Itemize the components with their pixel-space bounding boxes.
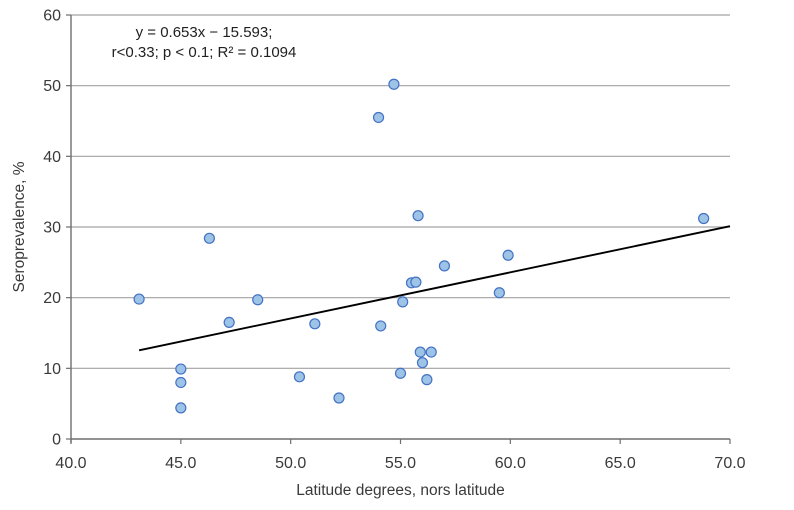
y-tick-label: 60 (43, 8, 61, 25)
scatter-point (438, 260, 451, 272)
scatter-point (414, 346, 426, 358)
scatter-point (175, 376, 187, 389)
regression-equation: y = 0.653x − 15.593; (135, 24, 273, 41)
y-tick-label: 50 (43, 78, 61, 95)
scatter-point (412, 210, 424, 222)
x-tick-label: 40.0 (55, 455, 86, 472)
y-tick-label: 30 (43, 220, 61, 237)
x-tick-label: 45.0 (165, 455, 196, 472)
scatter-point (372, 111, 385, 124)
scatter-point (698, 212, 710, 225)
scatter-point (421, 374, 433, 386)
x-tick-label: 70.0 (714, 455, 745, 472)
scatter-point (425, 346, 437, 358)
x-tick-label: 50.0 (275, 455, 306, 472)
scatter-point (388, 78, 400, 90)
y-tick-label: 0 (52, 432, 61, 449)
scatter-point (394, 367, 407, 379)
scatter-point (410, 276, 422, 288)
x-tick-label: 55.0 (385, 455, 416, 472)
scatter-point (493, 287, 505, 299)
regression-stats: r<0.33; p < 0.1; R² = 0.1094 (111, 43, 297, 61)
trend-line (138, 225, 731, 352)
scatter-point (252, 294, 264, 306)
x-tick-label: 65.0 (605, 455, 636, 472)
scatter-point (293, 371, 306, 383)
y-axis-title: Seroprevalence, % (11, 161, 28, 293)
scatter-point (203, 232, 215, 244)
scatter-point (133, 293, 145, 305)
scatter-point (175, 402, 187, 414)
regression-annotation: y = 0.653x − 15.593; r<0.33; p < 0.1; R²… (93, 23, 315, 62)
scatter-point (416, 357, 429, 369)
y-tick-label: 10 (43, 361, 61, 378)
x-tick-label: 60.0 (495, 455, 526, 472)
y-tick-label: 20 (43, 290, 61, 307)
scatter-point (502, 249, 514, 261)
scatter-point (333, 392, 345, 404)
scatter-point (175, 363, 187, 375)
scatter-point (375, 320, 387, 332)
scatter-point (397, 296, 409, 308)
x-axis-title: Latitude degrees, nors latitude (296, 482, 505, 499)
scatter-point (309, 318, 321, 330)
y-tick-label: 40 (43, 149, 61, 166)
scatter-point (223, 316, 235, 328)
